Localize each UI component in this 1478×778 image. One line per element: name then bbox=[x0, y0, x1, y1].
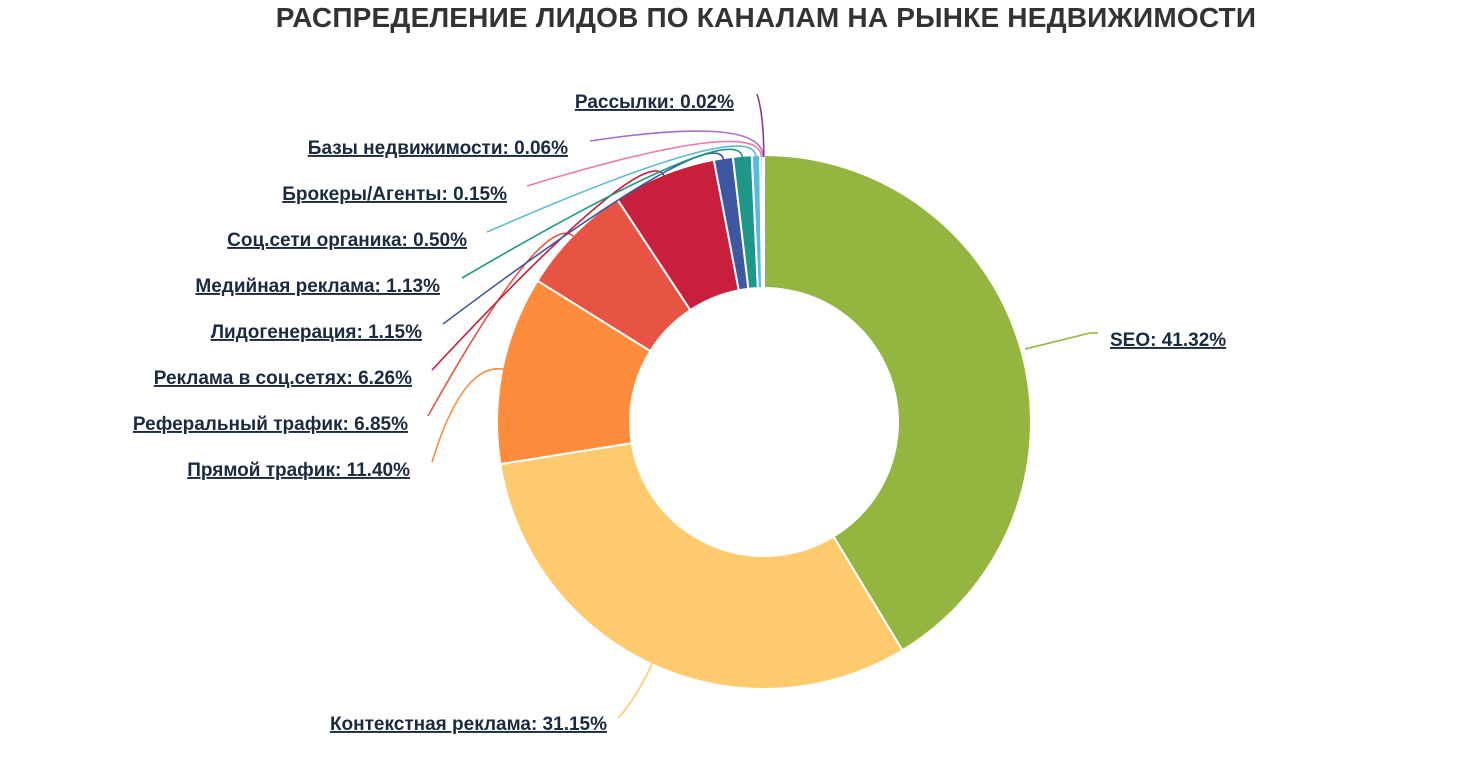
leader-line-4 bbox=[427, 232, 575, 417]
slice-label-10: Базы недвижимости: 0.06% bbox=[308, 138, 568, 159]
leader-line-2 bbox=[617, 662, 654, 719]
leader-line-7 bbox=[461, 148, 744, 279]
slice-label-7: Медийная реклама: 1.13% bbox=[195, 276, 440, 297]
labels: SEO: 41.32% Контекстная реклама: 31.15% Пр… bbox=[133, 92, 1226, 735]
leader-line-6 bbox=[442, 152, 725, 325]
slice-label-3: Прямой трафик: 11.40% bbox=[187, 460, 410, 481]
leader-line-5 bbox=[431, 170, 666, 371]
slice-label-6: Лидогенерация: 1.15% bbox=[211, 322, 422, 343]
slice-label-11: Рассылки: 0.02% bbox=[575, 92, 734, 113]
leader-line-1 bbox=[1024, 332, 1098, 350]
leader-line-10 bbox=[589, 130, 764, 158]
slice-label-2: Контекстная реклама: 31.15% bbox=[330, 714, 607, 735]
leader-line-11 bbox=[756, 93, 765, 158]
leader-line-8 bbox=[486, 145, 757, 233]
slices bbox=[496, 153, 1032, 690]
slice-label-1: SEO: 41.32% bbox=[1110, 330, 1226, 351]
leader-lines bbox=[427, 93, 1098, 719]
slice-3[interactable] bbox=[496, 279, 652, 466]
slice-label-8: Соц.сети органика: 0.50% bbox=[227, 230, 467, 251]
chart-title: РАСПРЕДЕЛЕНИЕ ЛИДОВ ПО КАНАЛАМ НА РЫНКЕ … bbox=[275, 2, 1257, 33]
slice-1[interactable] bbox=[763, 153, 1032, 652]
slice-label-4: Реферальный трафик: 6.85% bbox=[133, 414, 408, 435]
leader-line-9 bbox=[526, 140, 763, 187]
slice-label-5: Реклама в соц.сетях: 6.26% bbox=[154, 368, 412, 389]
slice-2[interactable] bbox=[499, 442, 904, 690]
leader-line-3 bbox=[431, 368, 505, 463]
slice-label-9: Брокеры/Агенты: 0.15% bbox=[282, 184, 507, 205]
